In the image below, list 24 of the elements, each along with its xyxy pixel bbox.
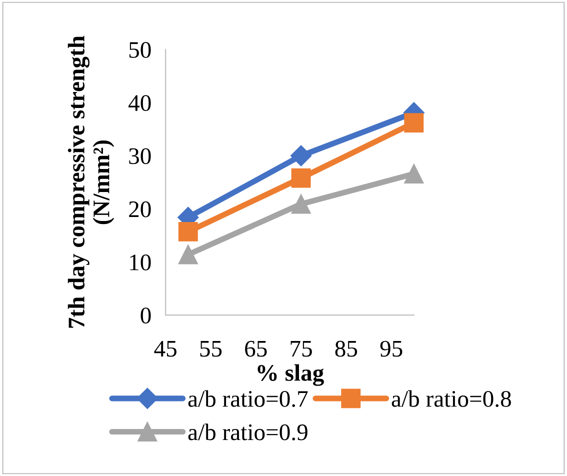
point xyxy=(404,164,424,184)
x-tick-label: 95 xyxy=(380,340,402,357)
point xyxy=(404,113,424,133)
y-axis-title: 7th day compressive strength (N/mm²) xyxy=(68,36,114,328)
x-axis-title: % slag xyxy=(258,364,324,386)
x-tick-label: 65 xyxy=(245,340,267,357)
legend-label: a/b ratio=0.8 xyxy=(392,390,511,408)
x-tick-label: 75 xyxy=(290,341,312,357)
x-tick-label: 55 xyxy=(200,341,222,357)
y-tick-label: 20 xyxy=(129,201,151,218)
x-tick-label: 85 xyxy=(335,340,358,357)
legend-label: a/b ratio=0.9 xyxy=(188,424,308,440)
legend-label: a/b ratio=0.7 xyxy=(188,390,308,408)
point xyxy=(178,244,198,264)
x-tick-label: 45 xyxy=(154,340,176,357)
point xyxy=(291,168,311,188)
point xyxy=(291,194,311,214)
y-tick-label: 30 xyxy=(129,148,151,164)
point xyxy=(290,145,312,166)
y-tick-label: 0 xyxy=(140,308,151,324)
y-tick-label: 40 xyxy=(128,95,151,112)
y-tick-label: 10 xyxy=(130,254,151,270)
point xyxy=(178,222,198,242)
y-tick-label: 50 xyxy=(129,42,151,58)
